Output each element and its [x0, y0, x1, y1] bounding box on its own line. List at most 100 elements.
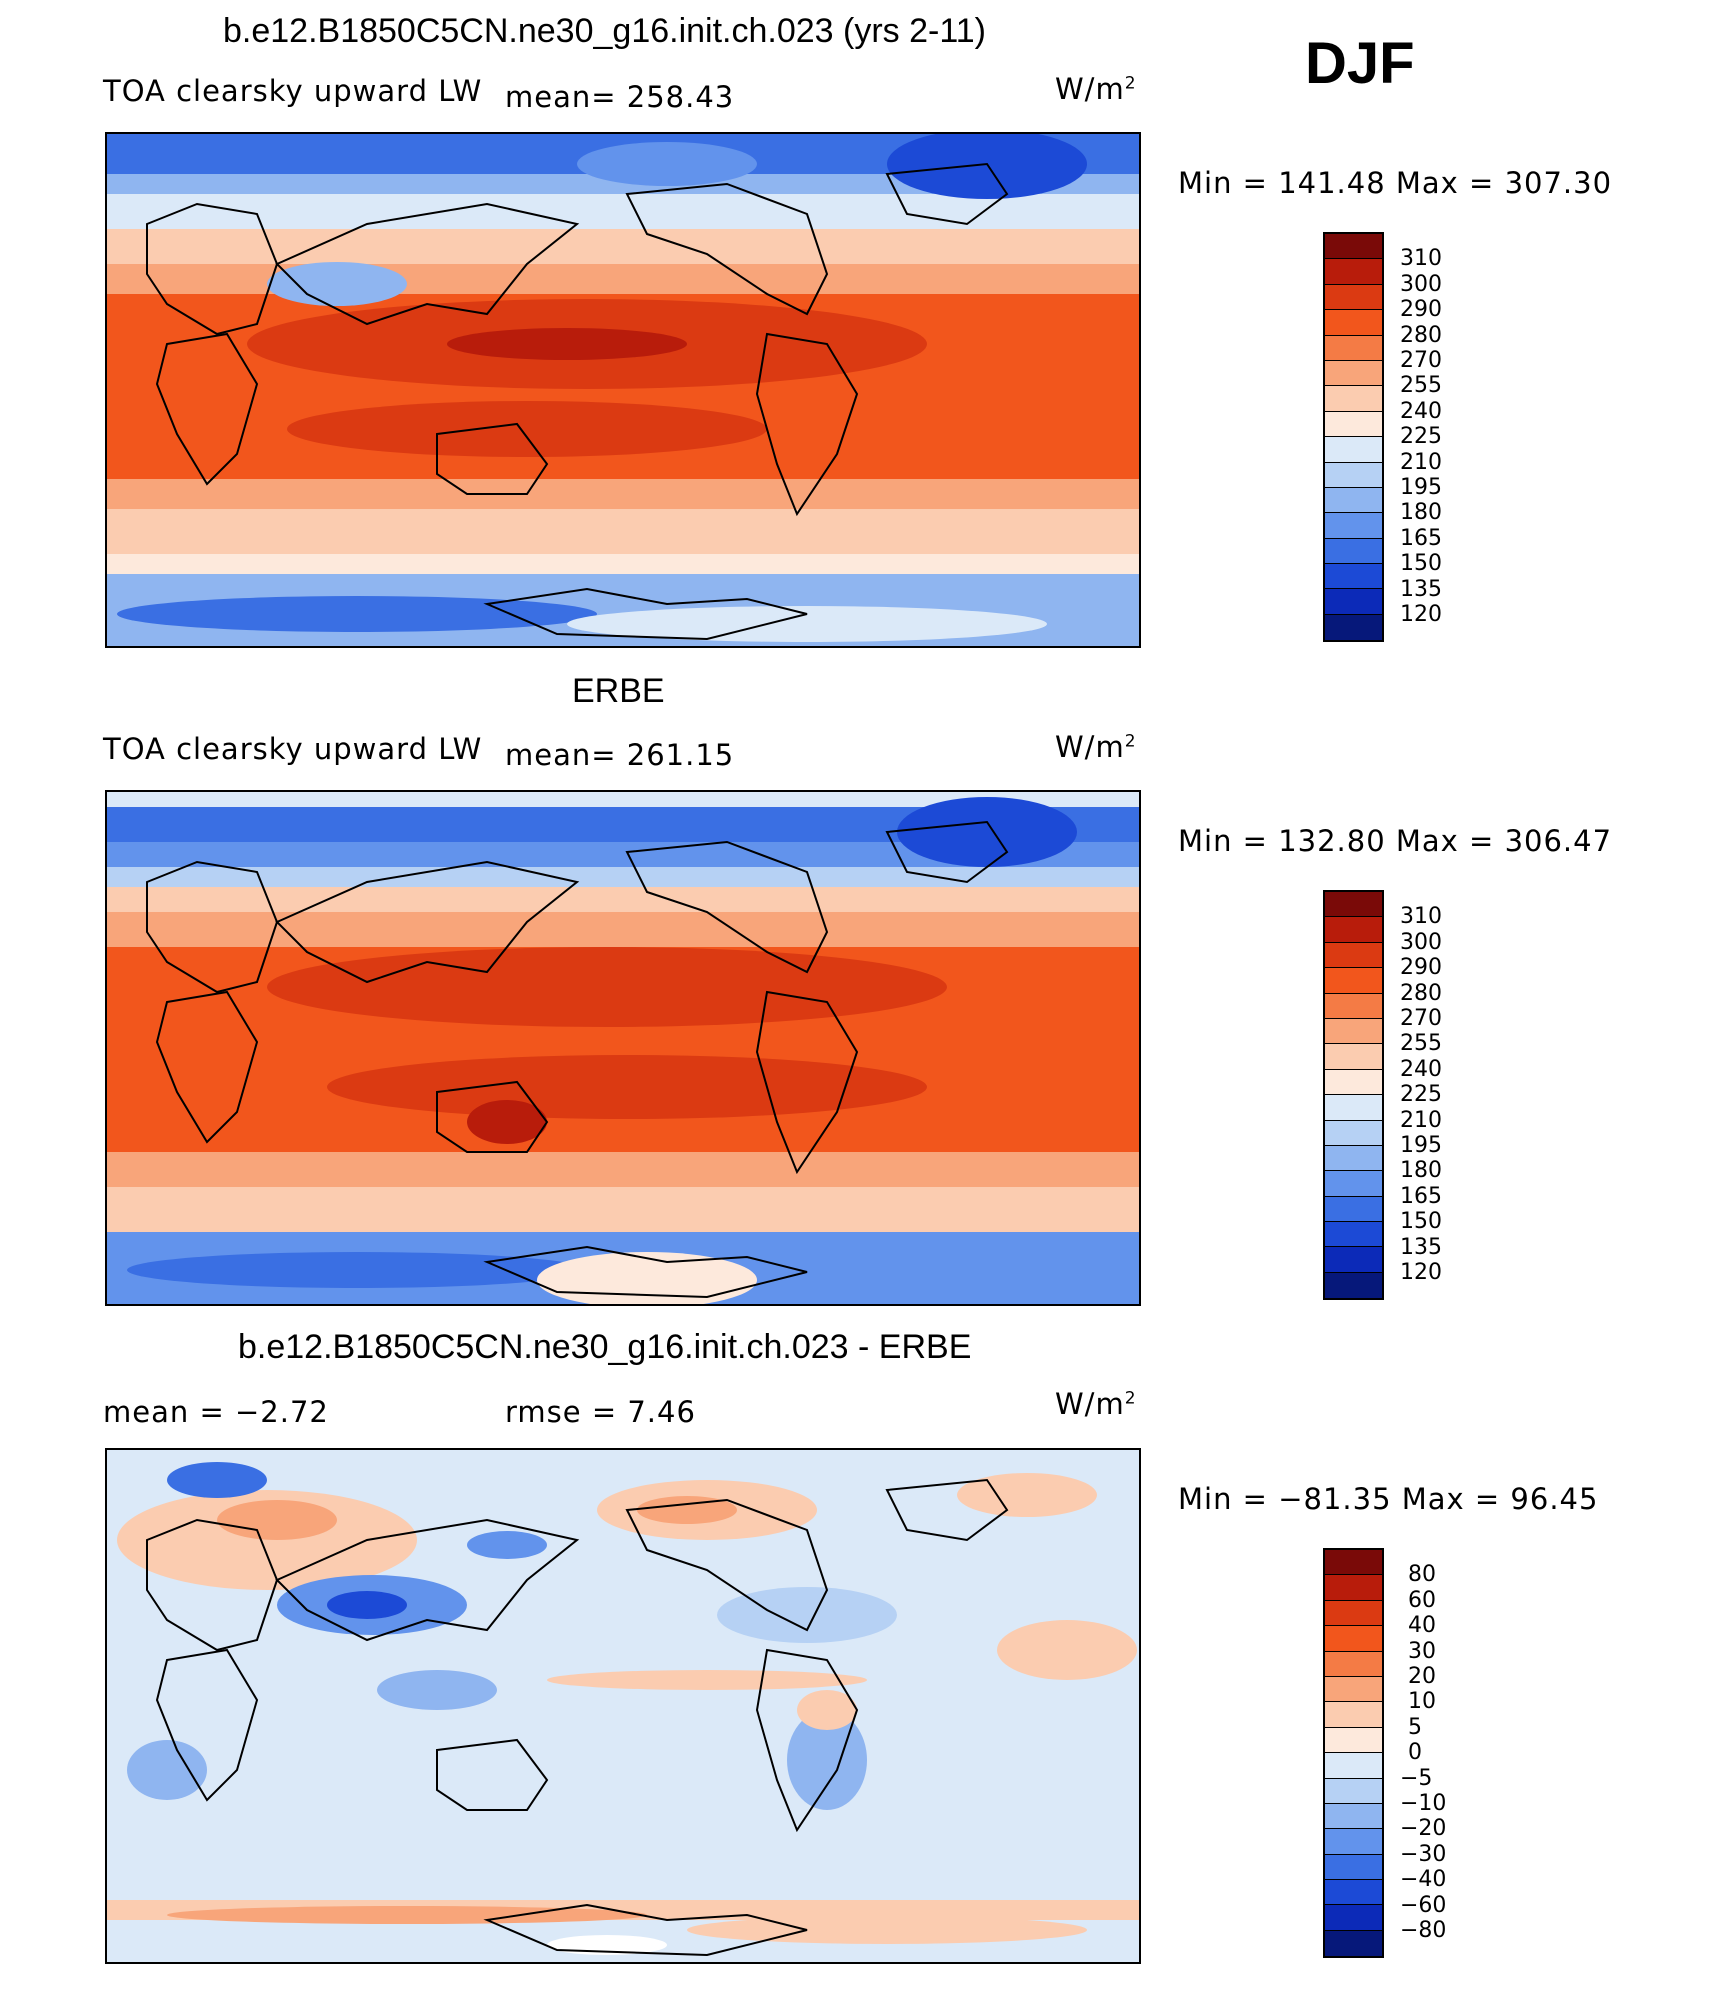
panel1-title: b.e12.B1850C5CN.ne30_g16.init.ch.023 (yr… — [223, 12, 986, 50]
colorbar-tick-label: 280 — [1400, 980, 1442, 1006]
colorbar-tick-label: 120 — [1400, 602, 1442, 627]
colorbar-box — [1325, 1550, 1382, 1576]
panel1-units: W/m2 — [1055, 72, 1137, 106]
colorbar-box — [1325, 284, 1382, 311]
colorbar-box — [1325, 942, 1382, 969]
colorbar-tick-label: 30 — [1408, 1638, 1436, 1664]
panel3-colorbar — [1323, 1548, 1384, 1959]
panel2-units: W/m2 — [1055, 730, 1137, 764]
colorbar-tick-label: 310 — [1400, 246, 1442, 272]
colorbar-box — [1325, 360, 1382, 387]
colorbar-box — [1325, 1676, 1382, 1703]
panel2-variable: TOA clearsky upward LW — [103, 732, 483, 766]
colorbar-tick-label: 195 — [1400, 475, 1442, 500]
panel2-minmax: Min = 132.80 Max = 306.47 — [1178, 824, 1613, 858]
colorbar-box — [1325, 1778, 1382, 1804]
colorbar-box — [1325, 993, 1382, 1019]
colorbar-box — [1325, 1272, 1382, 1299]
colorbar-box — [1325, 589, 1382, 615]
colorbar-box — [1325, 1854, 1382, 1881]
colorbar-tick-label: −80 — [1400, 1918, 1447, 1943]
colorbar-box — [1325, 1222, 1382, 1248]
colorbar-box — [1325, 1247, 1382, 1273]
colorbar-tick-label: 20 — [1408, 1664, 1436, 1689]
colorbar-tick-label: 225 — [1400, 1082, 1442, 1108]
panel1-variable: TOA clearsky upward LW — [103, 74, 483, 108]
colorbar-tick-label: 180 — [1400, 500, 1442, 526]
colorbar-box — [1325, 310, 1382, 336]
panel2-title: ERBE — [572, 672, 665, 710]
panel3-map — [105, 1448, 1141, 1964]
colorbar-tick-label: 165 — [1400, 525, 1442, 551]
panel1-map — [105, 132, 1141, 648]
colorbar-tick-label: 165 — [1400, 1183, 1442, 1209]
colorbar-tick-label: 290 — [1400, 955, 1442, 981]
colorbar-tick-label: 40 — [1408, 1613, 1436, 1639]
colorbar-box — [1325, 564, 1382, 590]
panel3-rmse: rmse = 7.46 — [505, 1395, 696, 1429]
colorbar-box — [1325, 1702, 1382, 1728]
colorbar-tick-label: 195 — [1400, 1133, 1442, 1158]
colorbar-box — [1325, 1044, 1382, 1070]
panel1-minmax: Min = 141.48 Max = 307.30 — [1178, 166, 1613, 200]
colorbar-box — [1325, 1803, 1382, 1830]
colorbar-box — [1325, 487, 1382, 514]
colorbar-tick-label: 270 — [1400, 348, 1442, 373]
colorbar-tick-label: 80 — [1408, 1562, 1436, 1588]
colorbar-tick-label: 180 — [1400, 1158, 1442, 1184]
season-label: DJF — [1305, 31, 1415, 96]
panel2-map — [105, 790, 1141, 1306]
colorbar-box — [1325, 968, 1382, 994]
colorbar-box — [1325, 1018, 1382, 1045]
colorbar-box — [1325, 513, 1382, 539]
colorbar-box — [1325, 1905, 1382, 1931]
colorbar-tick-label: 150 — [1400, 551, 1442, 577]
colorbar-tick-label: 135 — [1400, 1234, 1442, 1260]
colorbar-tick-label: −40 — [1400, 1867, 1447, 1893]
colorbar-box — [1325, 1196, 1382, 1223]
colorbar-tick-label: −20 — [1400, 1816, 1447, 1842]
colorbar-box — [1325, 1600, 1382, 1627]
colorbar-tick-label: 290 — [1400, 297, 1442, 323]
colorbar-box — [1325, 411, 1382, 438]
colorbar-box — [1325, 538, 1382, 565]
colorbar-tick-label: 240 — [1400, 1056, 1442, 1082]
colorbar-box — [1325, 614, 1382, 641]
colorbar-tick-label: −60 — [1400, 1892, 1447, 1918]
colorbar-tick-label: 240 — [1400, 398, 1442, 424]
colorbar-tick-label: 210 — [1400, 1107, 1442, 1133]
panel1-colorbar — [1323, 232, 1384, 643]
colorbar-box — [1325, 1930, 1382, 1957]
colorbar-tick-label: 310 — [1400, 904, 1442, 930]
colorbar-box — [1325, 386, 1382, 412]
colorbar-tick-label: 225 — [1400, 424, 1442, 450]
colorbar-box — [1325, 462, 1382, 488]
colorbar-box — [1325, 259, 1382, 285]
panel3-minmax: Min = −81.35 Max = 96.45 — [1178, 1482, 1599, 1516]
colorbar-box — [1325, 1829, 1382, 1855]
colorbar-tick-label: 300 — [1400, 271, 1442, 297]
colorbar-box — [1325, 234, 1382, 260]
colorbar-box — [1325, 335, 1382, 361]
panel2-mean: mean= 261.15 — [505, 738, 735, 772]
colorbar-tick-label: 210 — [1400, 449, 1442, 475]
panel3-title: b.e12.B1850C5CN.ne30_g16.init.ch.023 - E… — [238, 1328, 972, 1366]
colorbar-tick-label: −10 — [1400, 1791, 1447, 1816]
colorbar-tick-label: 150 — [1400, 1209, 1442, 1235]
colorbar-tick-label: 135 — [1400, 576, 1442, 602]
colorbar-box — [1325, 437, 1382, 463]
colorbar-box — [1325, 1626, 1382, 1652]
colorbar-tick-label: 5 — [1408, 1714, 1422, 1740]
colorbar-box — [1325, 1651, 1382, 1677]
colorbar-tick-label: −5 — [1400, 1765, 1433, 1791]
panel1-mean: mean= 258.43 — [505, 80, 735, 114]
colorbar-tick-label: 300 — [1400, 929, 1442, 955]
colorbar-box — [1325, 892, 1382, 918]
panel3-units: W/m2 — [1055, 1387, 1137, 1421]
colorbar-tick-label: 255 — [1400, 373, 1442, 399]
panel2-colorbar — [1323, 890, 1384, 1301]
colorbar-tick-label: 120 — [1400, 1260, 1442, 1285]
colorbar-box — [1325, 1145, 1382, 1172]
colorbar-tick-label: 280 — [1400, 322, 1442, 348]
colorbar-tick-label: 255 — [1400, 1031, 1442, 1057]
